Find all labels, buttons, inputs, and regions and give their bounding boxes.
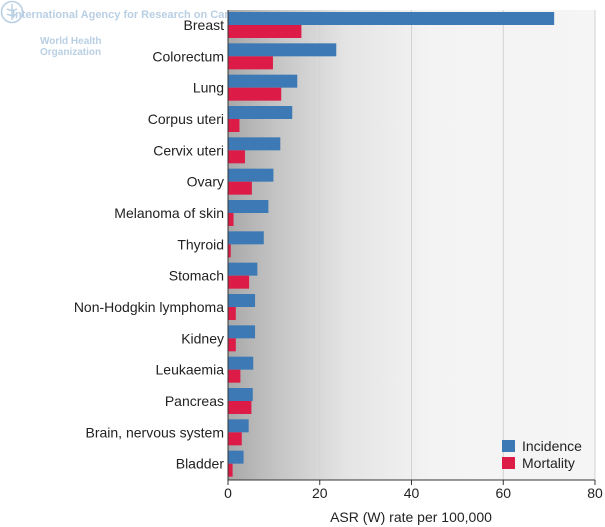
bar-incidence [228, 356, 254, 370]
x-axis-ticks: 0 20 40 60 80 [224, 480, 603, 501]
bar-mortality [228, 119, 240, 132]
bar-incidence [228, 43, 337, 57]
legend-label: Incidence [522, 438, 582, 454]
category-label: Lung [193, 80, 224, 96]
bar-incidence [228, 200, 269, 213]
category-label: Stomach [169, 268, 224, 284]
legend-swatch-mortality [502, 457, 515, 469]
bar-mortality [228, 25, 302, 38]
bar-mortality [228, 213, 234, 226]
category-label: Brain, nervous system [86, 424, 225, 440]
bar-mortality [228, 369, 241, 383]
x-tick-label: 40 [404, 485, 420, 501]
category-label: Colorectum [152, 48, 224, 64]
bar-mortality [228, 275, 250, 289]
category-label: Leukaemia [156, 362, 225, 378]
category-label: Kidney [181, 330, 224, 346]
bar-mortality [228, 150, 245, 164]
x-tick-label: 60 [495, 485, 511, 501]
bar-mortality [228, 463, 233, 477]
agency-watermark: International Agency for Research on Can… [12, 9, 248, 21]
bar-incidence [228, 450, 244, 464]
bar-mortality [228, 87, 282, 101]
category-label: Cervix uteri [153, 142, 224, 158]
category-label: Breast [184, 17, 225, 33]
bar-mortality [228, 244, 231, 258]
bar-incidence [228, 168, 274, 182]
bar-incidence [228, 74, 298, 88]
bar-incidence [228, 294, 256, 307]
category-label: Thyroid [177, 236, 224, 252]
who-watermark-line2: Organization [40, 47, 102, 58]
x-tick-label: 20 [312, 485, 328, 501]
bar-incidence [228, 388, 253, 401]
category-label: Bladder [176, 456, 225, 472]
legend-swatch-incidence [502, 440, 515, 452]
bar-incidence [228, 137, 281, 151]
bar-mortality [228, 181, 252, 195]
who-watermark: World Health Organization [40, 36, 101, 58]
bar-mortality [228, 432, 242, 446]
bar-mortality [228, 307, 236, 320]
category-label: Pancreas [165, 393, 224, 409]
bar-mortality [228, 56, 273, 70]
bar-incidence [228, 419, 249, 433]
gridlines [319, 10, 596, 480]
who-watermark-line1: World Health [40, 36, 102, 47]
x-axis-title: ASR (W) rate per 100,000 [330, 509, 492, 525]
x-tick-label: 0 [224, 485, 232, 501]
category-labels: Breast Colorectum Lung Corpus uteri Cervix u… [74, 17, 225, 472]
bar-mortality [228, 401, 252, 414]
bar-incidence [228, 12, 555, 25]
category-label: Melanoma of skin [114, 205, 224, 221]
bar-incidence [228, 106, 293, 119]
category-label: Non-Hodgkin lymphoma [74, 299, 224, 315]
legend-label: Mortality [522, 455, 575, 471]
bar-mortality [228, 338, 236, 352]
x-tick-label: 80 [587, 485, 603, 501]
bars [228, 12, 555, 477]
category-label: Corpus uteri [148, 111, 224, 127]
bar-incidence [228, 231, 264, 245]
who-emblem-icon [0, 0, 24, 24]
category-label: Ovary [187, 174, 224, 190]
bar-incidence [228, 262, 258, 276]
bar-incidence [228, 325, 256, 339]
